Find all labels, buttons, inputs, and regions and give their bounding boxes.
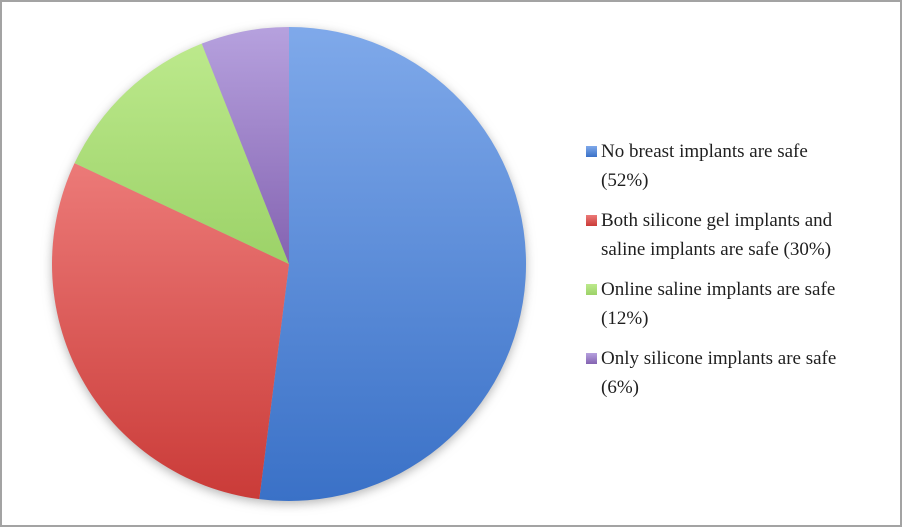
legend-item: Only silicone implants are safe (6%) xyxy=(586,344,891,402)
legend-label: Online saline implants are safe (12%) xyxy=(601,279,836,329)
pie-slice xyxy=(259,27,527,502)
legend-swatch-icon xyxy=(586,146,597,157)
legend-label: Both silicone gel implants and saline im… xyxy=(601,210,833,260)
legend-swatch-icon xyxy=(586,353,597,364)
legend-label: No breast implants are safe (52%) xyxy=(601,141,808,191)
legend-swatch-icon xyxy=(586,284,597,295)
pie-slice xyxy=(201,27,289,264)
legend: No breast implants are safe (52%) Both s… xyxy=(586,137,891,413)
legend-label: Only silicone implants are safe (6%) xyxy=(601,348,837,398)
pie-slices-group xyxy=(52,27,527,502)
pie-chart xyxy=(52,27,527,502)
pie-slice xyxy=(52,163,289,500)
legend-item: No breast implants are safe (52%) xyxy=(586,137,891,195)
legend-swatch-icon xyxy=(586,215,597,226)
legend-item: Both silicone gel implants and saline im… xyxy=(586,206,891,264)
legend-item: Online saline implants are safe (12%) xyxy=(586,275,891,333)
pie-slice xyxy=(74,43,289,264)
